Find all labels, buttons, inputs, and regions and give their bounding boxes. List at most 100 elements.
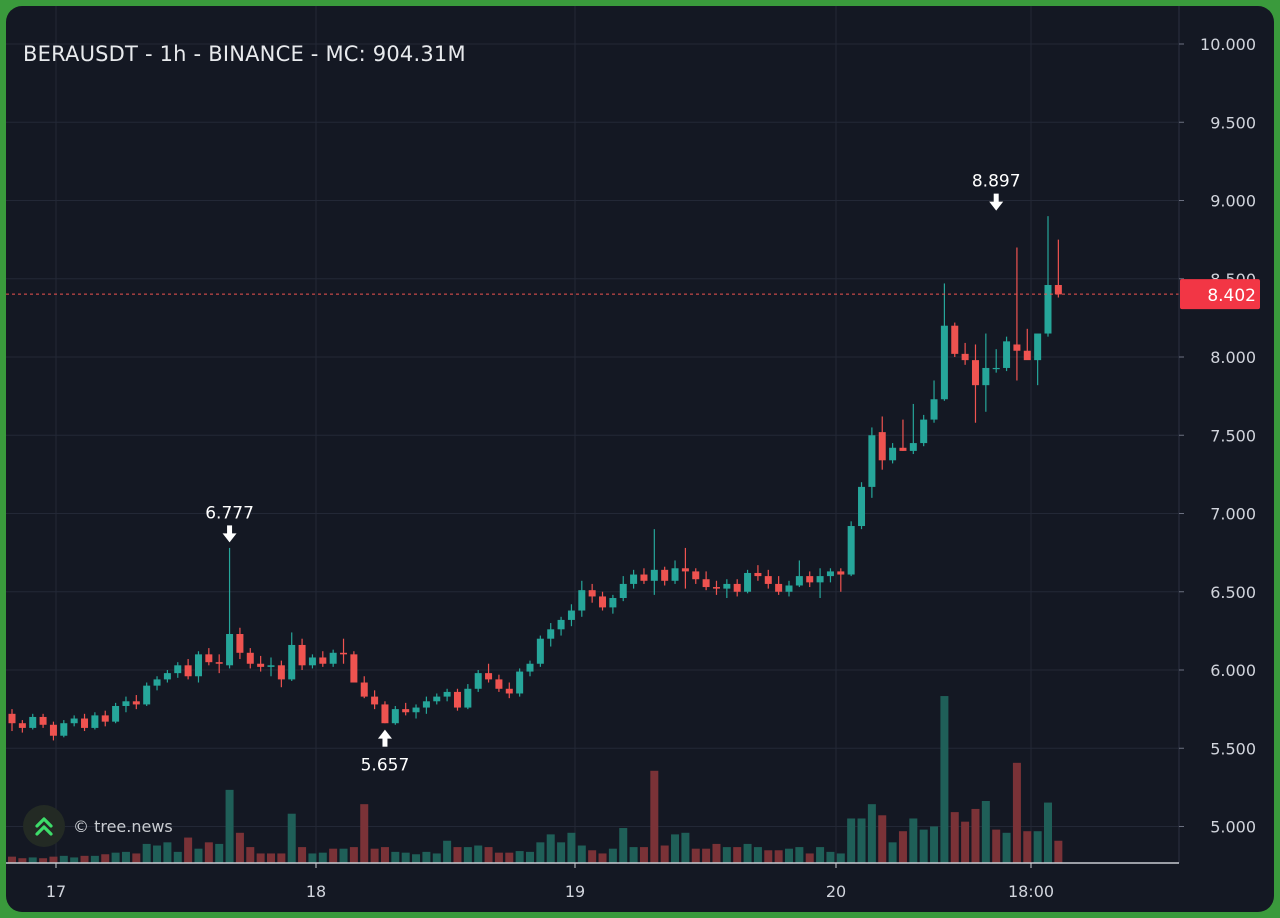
volume-bar — [536, 842, 545, 863]
time-axis[interactable]: 17 18 19 20 18:00 — [6, 862, 1179, 901]
candle-body — [49, 724, 57, 736]
volume-bar — [463, 847, 472, 863]
candle-body — [101, 715, 109, 722]
double-chevron-up-icon — [23, 805, 65, 847]
last-price-label: 8.402 — [1207, 286, 1256, 306]
down-arrow-stem — [227, 525, 233, 535]
volume-bar — [49, 856, 58, 863]
volume-bar — [826, 851, 835, 863]
candle-body — [858, 486, 866, 527]
candle-body — [381, 704, 389, 724]
volume-bar — [412, 854, 421, 863]
price-tick-label: 7.000 — [1210, 505, 1256, 524]
volume-bar — [256, 853, 265, 863]
candle-body — [39, 716, 47, 725]
price-tick-label: 5.500 — [1210, 739, 1256, 758]
volume-bar — [308, 853, 317, 863]
volume-bar — [888, 842, 897, 863]
volume-bar — [971, 808, 980, 863]
candle-body — [433, 696, 441, 702]
volume-bar — [422, 851, 431, 863]
candle-body — [246, 652, 254, 664]
candle-body — [661, 569, 669, 581]
candle-body — [18, 723, 26, 728]
candle-body — [650, 569, 658, 581]
volume-bar — [204, 842, 213, 863]
candle-body — [412, 707, 420, 713]
volume-bar — [90, 855, 99, 863]
candle-body — [712, 587, 720, 589]
candle-body — [1003, 341, 1011, 368]
volume-bar — [671, 834, 680, 863]
candle-body — [60, 723, 68, 736]
volume-bar — [774, 850, 783, 863]
candle-body — [806, 576, 814, 583]
candle-body — [961, 353, 969, 361]
volume-bar — [277, 853, 286, 863]
volume-bar — [753, 847, 762, 863]
candle-body — [257, 663, 265, 667]
volume-bar — [1033, 831, 1042, 863]
price-annotations: 6.777 5.657 8.897 — [205, 172, 1020, 776]
candle-body — [132, 701, 140, 705]
volume-bar — [339, 848, 348, 863]
candle-body — [547, 629, 555, 639]
annotation-label: 5.657 — [361, 756, 410, 776]
candle-body — [360, 682, 368, 697]
volume-bar — [401, 852, 410, 863]
volume-bar — [816, 847, 825, 863]
candle-body — [671, 568, 679, 581]
volume-bar — [329, 848, 338, 863]
volume-bar — [173, 851, 182, 863]
volume-bar — [298, 847, 307, 863]
volume-bar — [194, 848, 203, 863]
candle-body — [1034, 333, 1042, 361]
candle-body — [391, 709, 399, 724]
up-arrow-stem — [382, 737, 388, 747]
candle-body — [909, 443, 917, 451]
candle-body — [795, 576, 803, 586]
volume-bar — [380, 847, 389, 863]
price-axis[interactable]: 10.0009.5009.0008.5008.0007.5007.0006.50… — [1178, 6, 1260, 863]
price-tick-label: 6.000 — [1210, 661, 1256, 680]
volume-bar — [70, 857, 79, 863]
candle-body — [226, 634, 234, 666]
candle-body — [205, 654, 213, 663]
volume-bar — [961, 821, 970, 863]
candle-body — [1054, 285, 1062, 295]
volume-bar — [898, 831, 907, 863]
volume-bar — [267, 853, 275, 863]
candle-body — [847, 526, 855, 575]
volume-bar — [526, 851, 534, 863]
candle-body — [1044, 285, 1052, 334]
candle-body — [371, 696, 379, 705]
candle-body — [702, 579, 710, 588]
watermark: © tree.news — [23, 804, 173, 848]
grid-lines — [6, 6, 1179, 863]
volume-bar — [909, 818, 918, 863]
price-tick-label: 9.000 — [1210, 192, 1256, 211]
volume-bar — [608, 848, 617, 863]
price-tick-label: 7.500 — [1210, 426, 1256, 445]
time-tick-label: 18:00 — [1008, 882, 1054, 901]
candle-body — [578, 590, 586, 611]
volume-bar — [101, 854, 110, 863]
candle-body — [630, 574, 638, 584]
volume-bar — [494, 852, 503, 863]
volume-bar — [515, 851, 524, 863]
candle-body — [951, 325, 959, 354]
volume-bar — [919, 829, 928, 863]
candle-body — [536, 638, 544, 664]
candle-body — [878, 432, 886, 461]
up-arrow-icon — [377, 729, 392, 739]
price-tick-label: 10.000 — [1200, 35, 1256, 54]
candle-body — [816, 576, 824, 583]
volume-bars — [8, 696, 1063, 863]
down-arrow-stem — [993, 193, 999, 203]
candle-body — [194, 654, 202, 677]
candle-body — [723, 583, 731, 589]
candle-body — [516, 671, 524, 694]
volume-bar — [836, 853, 845, 863]
price-annotation: 6.777 — [205, 503, 254, 543]
